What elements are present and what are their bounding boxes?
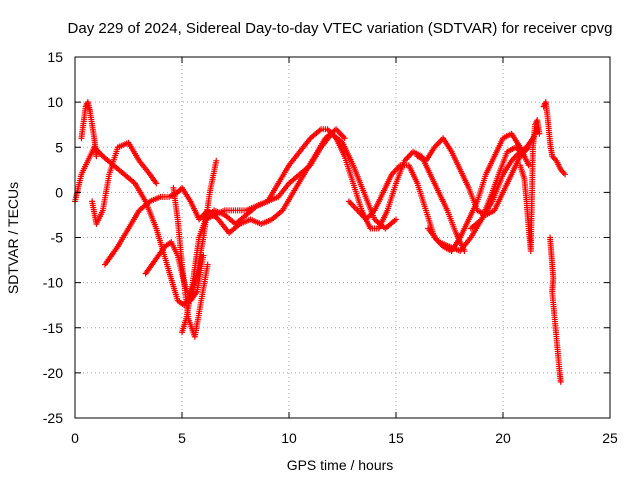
series-track-b [78,99,100,160]
data-point [213,157,220,164]
series-track-g [179,126,468,336]
x-tick-label: 15 [388,430,404,446]
series-track-e [142,239,207,304]
series-track-c [89,139,160,227]
data-point [341,135,348,142]
data-layer [72,99,569,385]
y-tick-label: -10 [43,275,63,291]
data-point [153,180,160,187]
x-tick-label: 0 [71,430,79,446]
series-track-o [540,99,569,178]
data-point [93,153,100,160]
y-axis-label: SDTVAR / TECUs [5,182,21,294]
data-point [562,171,569,178]
series-track-p [547,234,564,385]
x-tick-label: 25 [602,430,618,446]
data-point [204,261,211,268]
series-track-d [101,184,211,268]
y-tick-label: -25 [43,410,63,426]
y-tick-label: 15 [47,49,63,65]
x-axis-label: GPS time / hours [287,457,394,473]
data-point [525,162,532,169]
y-tick-label: 10 [47,94,63,110]
ticks: 0 5 10 15 20 25 -25 -20 -15 -10 -5 0 5 10 15 [43,49,618,446]
data-point [393,216,399,223]
x-tick-label: 20 [495,430,511,446]
y-tick-label: -15 [43,320,63,336]
series-track-f [170,184,211,340]
series-track-m [467,144,528,232]
series-track-k [414,135,532,218]
x-tick-label: 5 [178,430,186,446]
series-track-n [517,117,543,255]
data-point [536,130,543,137]
data-point [521,153,528,160]
chart-title: Day 229 of 2024, Sidereal Day-to-day VTE… [68,20,613,37]
data-point [200,252,207,259]
series-track-i [204,126,348,236]
y-tick-label: 0 [55,184,63,200]
y-tick-label: -5 [51,230,64,246]
y-tick-label: -20 [43,365,63,381]
series-track-j [345,130,532,255]
y-tick-label: 5 [55,139,63,155]
grid [75,57,610,418]
x-tick-label: 10 [281,430,297,446]
data-point [557,378,564,385]
